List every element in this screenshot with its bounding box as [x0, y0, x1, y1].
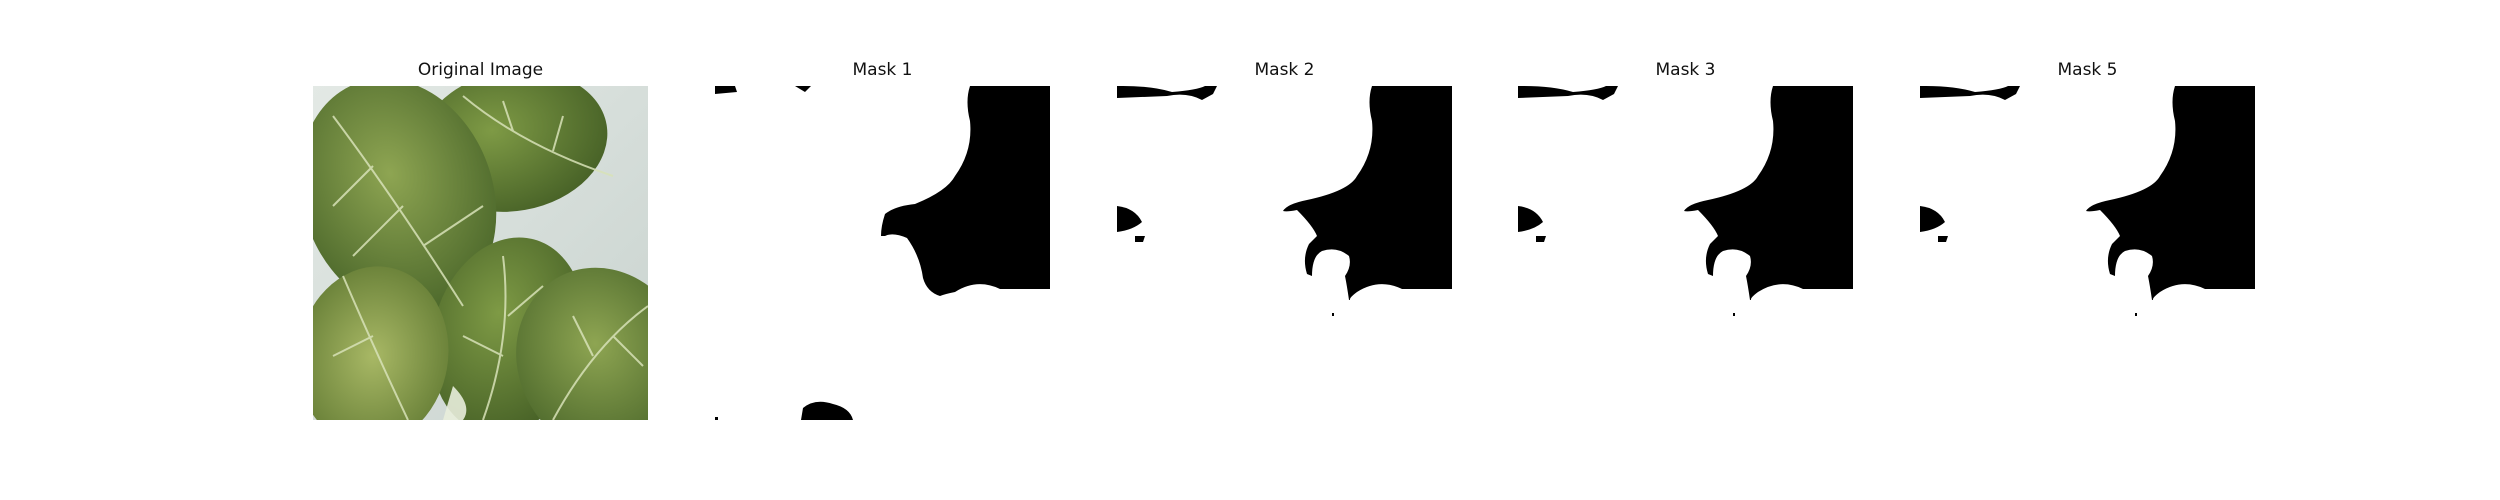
mask-region — [881, 86, 1050, 296]
mask-image — [715, 86, 1050, 420]
mask-region — [1684, 86, 1853, 300]
mask-region — [2086, 86, 2255, 300]
original-image — [313, 86, 648, 420]
mask-image — [1518, 86, 1853, 420]
panel-title: Mask 5 — [2057, 60, 2118, 80]
mask-image — [1920, 86, 2255, 420]
panel-title: Original Image — [417, 60, 544, 80]
mask-image — [1117, 86, 1452, 420]
panel-title: Mask 2 — [1254, 60, 1315, 80]
mask-region — [1283, 86, 1452, 300]
panel-title: Mask 3 — [1655, 60, 1716, 80]
panel-title: Mask 1 — [852, 60, 913, 80]
